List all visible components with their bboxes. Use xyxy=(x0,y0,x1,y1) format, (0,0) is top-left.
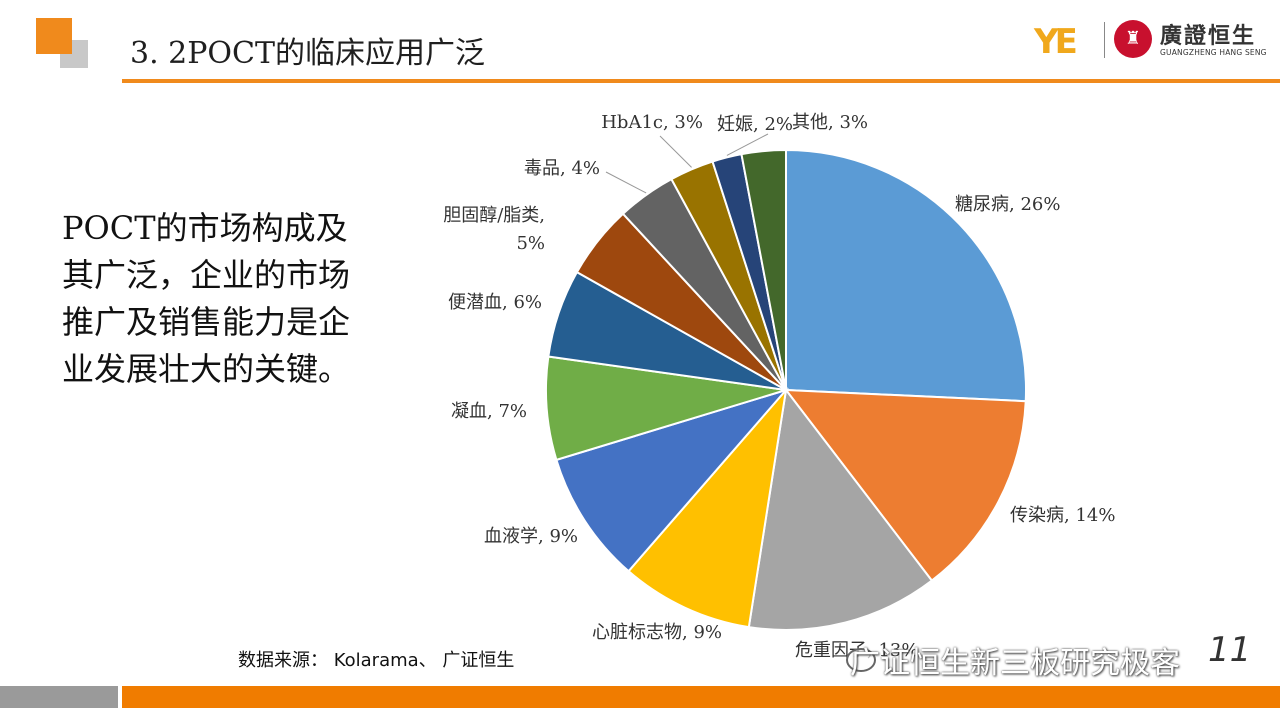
data-source: 数据来源： Kolarama、 广证恒生 xyxy=(238,650,515,671)
wechat-icon xyxy=(846,648,876,672)
leader-line-11 xyxy=(726,133,769,156)
pie-slice-2 xyxy=(783,388,1027,582)
watermark-text: 广证恒生新三板研究极客 xyxy=(850,646,1180,681)
pie-slice-1 xyxy=(785,148,1027,403)
slice-label-11: 妊娠, 2% xyxy=(717,114,793,135)
title-underline xyxy=(122,79,1280,83)
company-logo: YE ♜ 廣證恒生 GUANGZHENG HANG SENG xyxy=(1034,16,1266,66)
slice-label-8: 胆固醇/脂类, 5% xyxy=(443,205,545,254)
slice-label-9: 毒品, 4% xyxy=(524,158,600,179)
footer-bar-gray xyxy=(0,686,118,708)
footer-bar-orange xyxy=(122,686,1280,708)
pie-slice-12 xyxy=(740,148,787,391)
pie-slice-5 xyxy=(555,388,790,573)
slice-label-6: 凝血, 7% xyxy=(451,401,527,422)
page-title: 3. 2POCT的临床应用广泛 xyxy=(130,36,485,71)
slice-label-10: HbA1c, 3% xyxy=(601,112,703,133)
logo-divider xyxy=(1104,22,1105,58)
side-description: POCT的市场构成及其广泛，企业的市场推广及销售能力是企业发展壮大的关键。 xyxy=(62,209,351,388)
logo-name: 廣證恒生 xyxy=(1160,24,1257,49)
slice-label-5: 血液学, 9% xyxy=(484,526,578,547)
logo-english-name: GUANGZHENG HANG SENG xyxy=(1160,48,1267,57)
leader-line-10 xyxy=(659,135,692,168)
slice-label-7: 便潜血, 6% xyxy=(448,292,542,313)
leader-line-9 xyxy=(605,171,647,194)
ye-logo-icon: YE xyxy=(1034,22,1078,62)
page-number: 11 xyxy=(1208,630,1252,670)
pie-slice-4 xyxy=(627,386,788,629)
slice-label-1: 糖尿病, 26% xyxy=(955,194,1060,215)
pie-slice-3 xyxy=(747,387,934,631)
seal-icon: ♜ xyxy=(1114,20,1152,58)
slice-label-4: 心脏标志物, 9% xyxy=(592,622,722,643)
decor-square-orange xyxy=(36,18,72,54)
slice-label-2: 传染病, 14% xyxy=(1010,505,1115,526)
slice-label-12: 其他, 3% xyxy=(792,112,868,133)
